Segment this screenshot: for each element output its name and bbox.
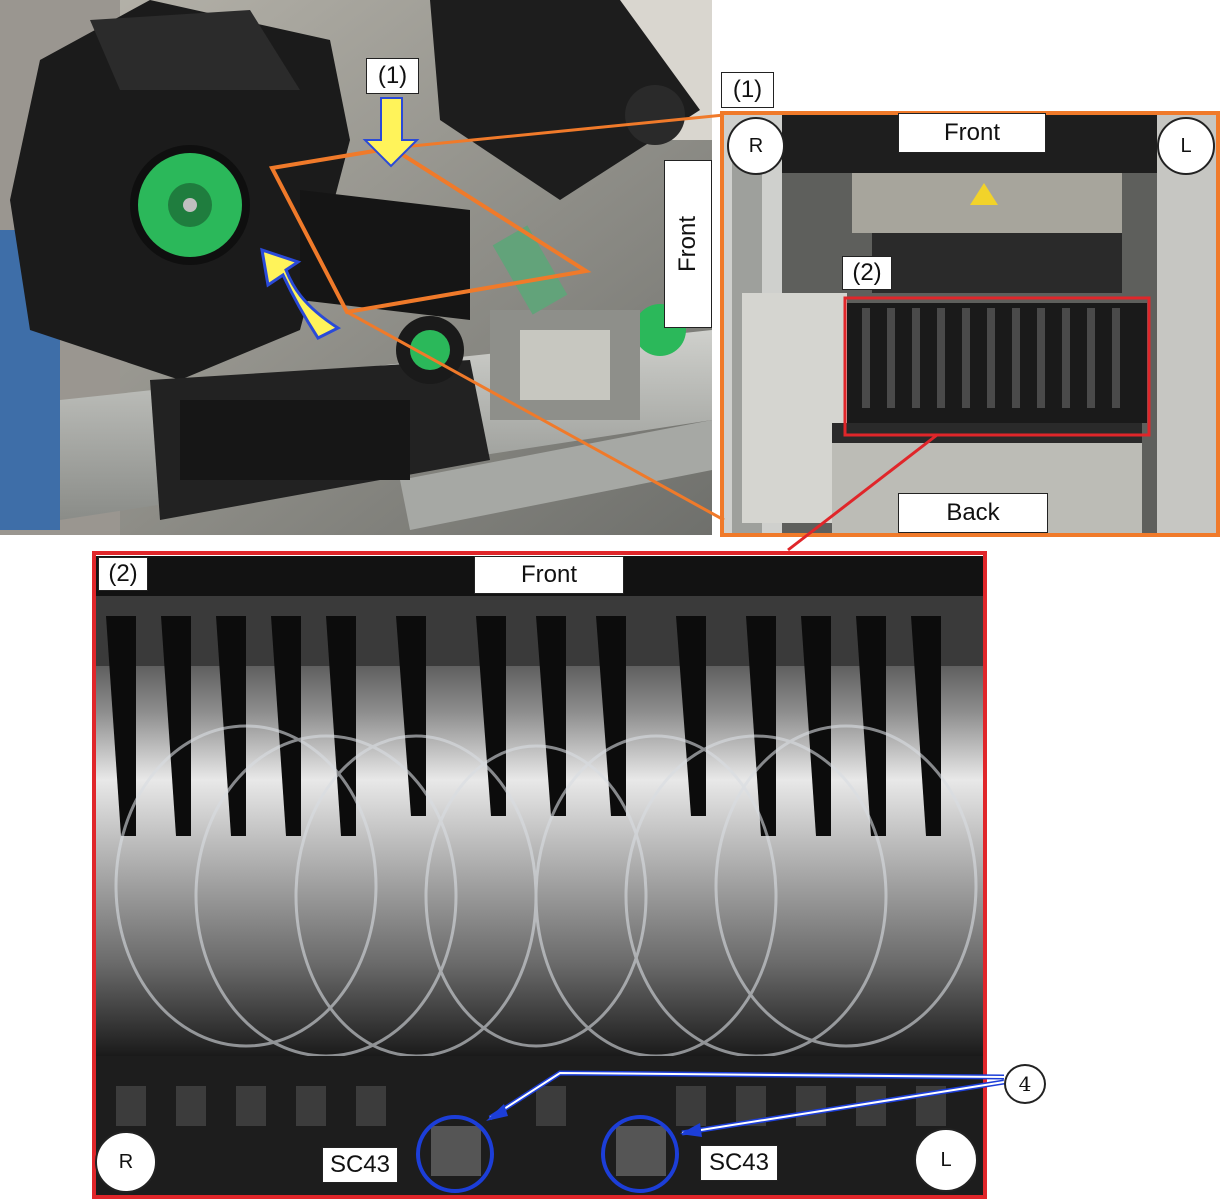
unit-overview-illustration	[0, 0, 712, 535]
part-number-badge: 4	[1004, 1064, 1046, 1104]
front-label-vertical: Front	[664, 160, 712, 328]
front-label-inner: Front	[898, 113, 1046, 153]
back-label-inner: Back	[898, 493, 1048, 533]
right-side-marker: R	[727, 117, 785, 175]
sensor-label-left: SC43	[322, 1147, 398, 1183]
callout-2-inner: (2)	[842, 256, 892, 290]
callout-2-closeup: (2)	[98, 557, 148, 591]
callout-1-overview: (1)	[366, 58, 419, 94]
sensor-label-right: SC43	[700, 1145, 778, 1181]
right-side-marker-closeup: R	[95, 1131, 157, 1193]
left-side-marker-closeup: L	[914, 1128, 978, 1192]
roller-closeup-photo	[96, 556, 984, 1196]
inner-view-illustration	[722, 113, 1218, 535]
front-label-closeup: Front	[474, 556, 624, 594]
left-side-marker: L	[1157, 117, 1215, 175]
unit-overview-photo	[0, 0, 712, 535]
callout-1-inner: (1)	[721, 72, 774, 108]
inner-view-photo	[722, 113, 1218, 535]
roller-closeup-illustration	[96, 556, 984, 1196]
